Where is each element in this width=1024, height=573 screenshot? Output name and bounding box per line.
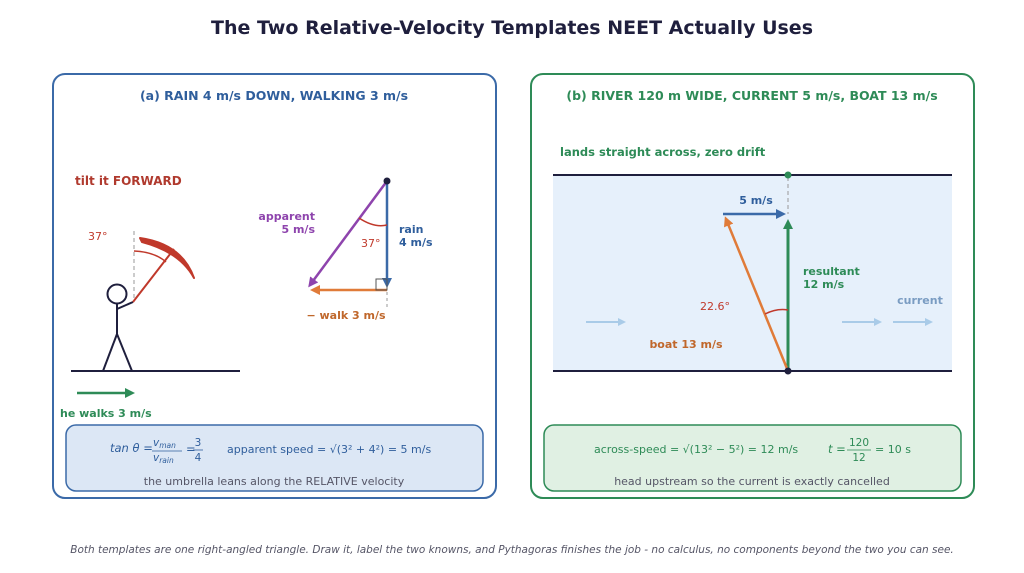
panel-a-heading: (a) RAIN 4 m/s DOWN, WALKING 3 m/s [140, 88, 408, 103]
umbrella-handle [132, 248, 175, 303]
panel-a-note: the umbrella leans along the RELATIVE ve… [144, 475, 405, 488]
tan-eq: = [186, 442, 196, 456]
rain-label-line2: 4 m/s [399, 236, 433, 249]
umbrella-icon [132, 237, 195, 303]
footer-caption: Both templates are one right-angled tria… [70, 544, 954, 556]
panel-b-note: head upstream so the current is exactly … [614, 475, 890, 488]
panel-b-heading: (b) RIVER 120 m WIDE, CURRENT 5 m/s, BOA… [566, 88, 937, 103]
man-leg-right [116, 333, 133, 372]
across-speed-formula: across-speed = √(13² − 5²) = 12 m/s [594, 443, 798, 456]
time-formula: t = 120 12 = 10 s [828, 437, 911, 464]
tan-den: 4 [195, 452, 202, 464]
tilt-angle-arc [133, 250, 167, 263]
time-prefix: t = [828, 442, 846, 456]
time-suffix: = 10 s [875, 443, 911, 456]
panel-b-formula-box [543, 424, 962, 492]
vman-sub: man [159, 441, 176, 450]
tan-num: 3 [195, 437, 202, 449]
panel-a-formula-box [65, 424, 484, 492]
current-vector-label: 5 m/s [739, 194, 773, 207]
time-den: 12 [852, 452, 865, 464]
resultant-label-line2: 12 m/s [803, 278, 845, 291]
triangle-angle-arc [358, 217, 388, 227]
vrain-sub: rain [159, 456, 174, 465]
svg-text:tan θ =: tan θ = [110, 441, 153, 455]
boat-angle-arc [764, 308, 789, 315]
rain-label-line1: rain [399, 223, 423, 236]
man-head [106, 283, 128, 305]
panel-a: (a) RAIN 4 m/s DOWN, WALKING 3 m/s tilt … [52, 73, 497, 499]
svg-text:vrain: vrain [153, 452, 174, 465]
umbrella-canopy [139, 237, 195, 279]
current-label: current [897, 294, 943, 307]
lands-label: lands straight across, zero drift [560, 145, 766, 159]
river-area [553, 175, 952, 371]
tilt-label: tilt it FORWARD [75, 174, 182, 188]
boat-label: boat 13 m/s [649, 338, 723, 351]
boat-vector [724, 216, 790, 372]
panel-b: (b) RIVER 120 m WIDE, CURRENT 5 m/s, BOA… [530, 73, 975, 499]
triangle-a-vertex [383, 177, 391, 185]
vrain-v: v [153, 452, 160, 464]
apparent-speed-formula: apparent speed = √(3² + 4²) = 5 m/s [227, 443, 431, 456]
resultant-label-line1: resultant [803, 265, 860, 278]
start-point [784, 367, 792, 375]
right-angle-marker [375, 278, 388, 291]
tan-prefix: tan θ = [110, 441, 153, 455]
apparent-vector [308, 180, 389, 288]
man-leg-left [102, 333, 118, 372]
time-num: 120 [849, 437, 869, 449]
walk-label: he walks 3 m/s [60, 407, 152, 420]
page-title: The Two Relative-Velocity Templates NEET… [211, 17, 813, 39]
svg-text:vman: vman [153, 437, 176, 450]
apparent-label-line1: apparent [258, 210, 315, 223]
vman-v: v [153, 437, 160, 449]
man-arm [116, 301, 134, 310]
tan-formula: tan θ = vman vrain = 3 4 [110, 437, 203, 465]
velocity-triangle-a [308, 177, 392, 310]
triangle-angle-label: 37° [361, 237, 381, 250]
boat-angle-label: 22.6° [700, 300, 730, 313]
landing-point [784, 171, 792, 179]
man-angle-label: 37° [88, 230, 108, 243]
neg-walk-label: − walk 3 m/s [306, 309, 386, 322]
walking-man-figure [102, 283, 134, 372]
apparent-label-line2: 5 m/s [281, 223, 315, 236]
